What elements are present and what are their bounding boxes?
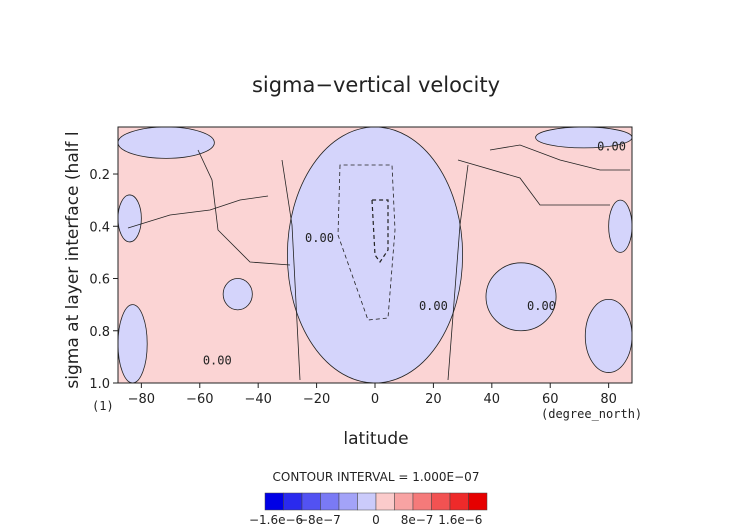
colorbar-tick-label: 8e−7 xyxy=(401,513,434,527)
colorbar-swatch xyxy=(338,492,358,511)
negative-region-equatorial-upwelling xyxy=(287,127,463,383)
colorbar-swatch xyxy=(375,492,395,511)
plot-frame xyxy=(117,126,633,384)
contour-line-dashed xyxy=(371,199,389,264)
colorbar-swatch xyxy=(394,492,414,511)
negative-region-eastern-mid-lobe xyxy=(608,199,632,253)
contour-label: 0.00 xyxy=(203,354,232,368)
contour-label: 0.00 xyxy=(305,231,334,245)
negative-region-southern-upper-band xyxy=(535,127,632,149)
y-axis-suffix: (1) xyxy=(92,399,114,413)
x-tick-label: 20 xyxy=(425,392,442,407)
negative-region-eastern-lower-lobe xyxy=(584,299,632,373)
x-tick-label: −80 xyxy=(128,392,155,407)
x-tick-label: −20 xyxy=(303,392,330,407)
colorbar-swatch xyxy=(412,492,432,511)
y-tick-label: 0.4 xyxy=(89,220,110,235)
colorbar-title: CONTOUR INTERVAL = 1.000E−07 xyxy=(273,470,480,484)
contour-line xyxy=(197,149,610,266)
y-tick-label: 0.8 xyxy=(89,325,110,340)
negative-region-southern-subtropical-cell xyxy=(485,262,557,332)
y-tick-label: 0.6 xyxy=(89,273,110,288)
colorbar-swatch xyxy=(357,492,377,511)
contour-line xyxy=(281,159,469,381)
y-axis-label: sigma at layer interface (half l xyxy=(63,131,83,388)
x-tick-label: 80 xyxy=(600,392,617,407)
colorbar-swatch xyxy=(283,492,303,511)
colorbar-swatch xyxy=(431,492,451,511)
colorbar-tick-label: 0 xyxy=(372,513,380,527)
x-tick-label: 0 xyxy=(371,392,379,407)
plot-area xyxy=(118,127,632,383)
contour-label: 0.00 xyxy=(597,140,626,154)
negative-region-northern-small-cell xyxy=(222,278,253,311)
colorbar xyxy=(264,492,488,511)
chart-title: sigma−vertical velocity xyxy=(252,73,500,97)
x-tick-label: −60 xyxy=(186,392,213,407)
negative-region-northern-upper-band xyxy=(118,127,215,159)
y-tick-label: 1.0 xyxy=(89,377,110,392)
colorbar-swatch xyxy=(320,492,340,511)
x-tick-label: −40 xyxy=(244,392,271,407)
contour-label: 0.00 xyxy=(419,299,448,313)
colorbar-swatch xyxy=(264,492,284,511)
x-axis-label: latitude xyxy=(343,429,408,449)
x-tick-label: 60 xyxy=(542,392,559,407)
negative-region-western-lower-lobe xyxy=(118,304,148,383)
contour-line-dashed xyxy=(337,164,396,321)
colorbar-swatch xyxy=(468,492,488,511)
y-tick-label: 0.2 xyxy=(89,168,110,183)
contour-line xyxy=(127,144,630,229)
x-tick-label: 40 xyxy=(484,392,501,407)
colorbar-tick-label: 1.6e−6 xyxy=(438,513,482,527)
colorbar-tick-label: −1.6e−6 xyxy=(249,513,303,527)
colorbar-swatch xyxy=(449,492,469,511)
negative-region-western-mid-lobe xyxy=(118,194,142,243)
colorbar-swatch xyxy=(301,492,321,511)
colorbar-tick-label: −8e−7 xyxy=(298,513,341,527)
contour-label: 0.00 xyxy=(527,299,556,313)
x-unit-label: (degree_north) xyxy=(541,407,642,421)
